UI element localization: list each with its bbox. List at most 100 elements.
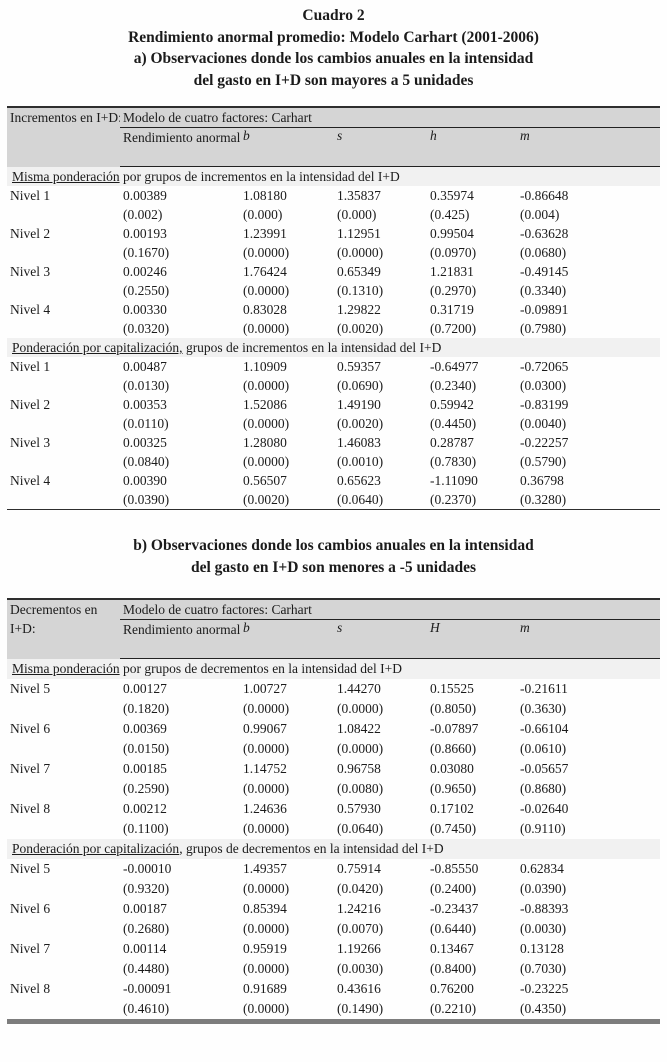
coefficient-row: Nivel 7 0.00114 0.95919 1.19266 0.13467 0.131… (7, 939, 660, 959)
coefficient-value: 0.00353 (123, 397, 167, 412)
p-value: (0.0000) (337, 245, 384, 260)
column-header-factor-b: b (240, 127, 334, 167)
empty-cell (7, 319, 120, 338)
level-label: Nivel 6 (10, 721, 51, 736)
level-label: Nivel 8 (10, 801, 51, 816)
coefficient-value: 0.00127 (123, 681, 167, 696)
coefficient-value: 0.00487 (123, 359, 167, 374)
p-value: (0.0080) (337, 781, 384, 796)
p-value: (0.0000) (337, 701, 384, 716)
results-table-panel-a: Incrementos en I+D: Modelo de cuatro fac… (7, 106, 661, 510)
coefficient-value: 0.00185 (123, 761, 167, 776)
level-label: Nivel 2 (10, 226, 51, 241)
level-label: Nivel 5 (10, 681, 51, 696)
empty-cell (7, 739, 120, 759)
coefficient-value: -0.86648 (520, 188, 569, 203)
pvalue-row: (0.0110) (0.0000) (0.0020) (0.4450) (0.0040) (7, 414, 660, 433)
column-header-row: Rendimiento anormal b s h m (7, 127, 661, 167)
section-header-underlined: Ponderación por capitalización (12, 841, 180, 856)
column-header-factor-s: s (334, 127, 427, 167)
coefficient-value: -0.09891 (520, 302, 569, 317)
coefficient-row: Nivel 8 -0.00091 0.91689 0.43616 0.76200 -0.2… (7, 979, 660, 999)
p-value: (0.0000) (243, 961, 290, 976)
p-value: (0.0000) (243, 1001, 290, 1016)
coefficient-value: -0.00091 (123, 981, 172, 996)
p-value: (0.0640) (337, 492, 384, 507)
coefficient-value: 0.91689 (243, 981, 287, 996)
coefficient-value: 1.28080 (243, 435, 287, 450)
coefficient-value: 0.00325 (123, 435, 167, 450)
p-value: (0.0000) (243, 921, 290, 936)
coefficient-value: 1.44270 (337, 681, 381, 696)
coefficient-value: 0.95919 (243, 941, 287, 956)
coefficient-value: 1.52086 (243, 397, 287, 412)
p-value: (0.0020) (337, 416, 384, 431)
p-value: (0.0070) (337, 921, 384, 936)
coefficient-value: 1.23991 (243, 226, 287, 241)
p-value: (0.8680) (520, 781, 567, 796)
p-value: (0.4350) (520, 1001, 567, 1016)
p-value: (0.1490) (337, 1001, 384, 1016)
empty-cell (7, 490, 120, 510)
coefficient-value: 0.03080 (430, 761, 474, 776)
p-value: (0.0420) (337, 881, 384, 896)
p-value: (0.0150) (123, 741, 170, 756)
coefficient-value: 1.24216 (337, 901, 381, 916)
coefficient-value: 0.65623 (337, 473, 381, 488)
coefficient-value: 1.49357 (243, 861, 287, 876)
section-header-underlined: Misma ponderación (12, 169, 120, 184)
p-value: (0.0010) (337, 454, 384, 469)
level-label: Nivel 1 (10, 359, 51, 374)
coefficient-value: 1.12951 (337, 226, 381, 241)
p-value: (0.0040) (520, 416, 567, 431)
p-value: (0.0030) (520, 921, 567, 936)
p-value: (0.2970) (430, 283, 477, 298)
column-header-abnormal-return: Rendimiento anormal (120, 127, 240, 167)
coefficient-value: -0.63628 (520, 226, 569, 241)
empty-cell (7, 999, 120, 1022)
empty-cell (7, 205, 120, 224)
p-value: (0.4480) (123, 961, 170, 976)
p-value: (0.2550) (123, 283, 170, 298)
section-header-underlined: Ponderación por capitalización, (12, 340, 183, 355)
empty-cell (7, 376, 120, 395)
p-value: (0.1310) (337, 283, 384, 298)
p-value: (0.0000) (243, 881, 290, 896)
p-value: (0.0610) (520, 741, 567, 756)
coefficient-value: 0.31719 (430, 302, 474, 317)
coefficient-row: Nivel 2 0.00193 1.23991 1.12951 0.99504 -0.63… (7, 224, 660, 243)
panel-b-heading-line1: b) Observaciones donde los cambios anual… (133, 537, 534, 554)
p-value: (0.0000) (243, 321, 290, 336)
coefficient-value: 0.00193 (123, 226, 167, 241)
p-value: (0.0390) (123, 492, 170, 507)
pvalue-row: (0.2680) (0.0000) (0.0070) (0.6440) (0.0030) (7, 919, 660, 939)
table-number: Cuadro 2 (302, 7, 365, 24)
pvalue-row: (0.0130) (0.0000) (0.0690) (0.2340) (0.0300) (7, 376, 660, 395)
section-header-row: Ponderación por capitalización, grupos d… (7, 839, 661, 859)
coefficient-row: Nivel 2 0.00353 1.52086 1.49190 0.59942 -0.83… (7, 395, 660, 414)
p-value: (0.5790) (520, 454, 567, 469)
p-value: (0.0840) (123, 454, 170, 469)
coefficient-row: Nivel 6 0.00187 0.85394 1.24216 -0.23437 -0.8… (7, 899, 660, 919)
coefficient-value: 0.35974 (430, 188, 474, 203)
coefficient-row: Nivel 1 0.00389 1.08180 1.35837 0.35974 -0.86… (7, 186, 660, 205)
row-dimension-header-text: I+D: (10, 621, 36, 636)
coefficient-value: 0.59357 (337, 359, 381, 374)
coefficient-value: 0.56507 (243, 473, 287, 488)
coefficient-row: Nivel 5 -0.00010 1.49357 0.75914 -0.85550 0.6… (7, 859, 660, 879)
p-value: (0.0320) (123, 321, 170, 336)
coefficient-value: 1.76424 (243, 264, 287, 279)
p-value: (0.0970) (430, 245, 477, 260)
level-label: Nivel 2 (10, 397, 51, 412)
p-value: (0.0000) (243, 741, 290, 756)
pvalue-row: (0.0320) (0.0000) (0.0020) (0.7200) (0.7980) (7, 319, 660, 338)
empty-cell (7, 959, 120, 979)
coefficient-value: 0.76200 (430, 981, 474, 996)
p-value: (0.0000) (243, 416, 290, 431)
p-value: (0.0000) (243, 781, 290, 796)
p-value: (0.2210) (430, 1001, 477, 1016)
p-value: (0.9110) (520, 821, 566, 836)
section-header: Misma ponderación por grupos de incremen… (7, 166, 661, 186)
coefficient-value: 0.96758 (337, 761, 381, 776)
